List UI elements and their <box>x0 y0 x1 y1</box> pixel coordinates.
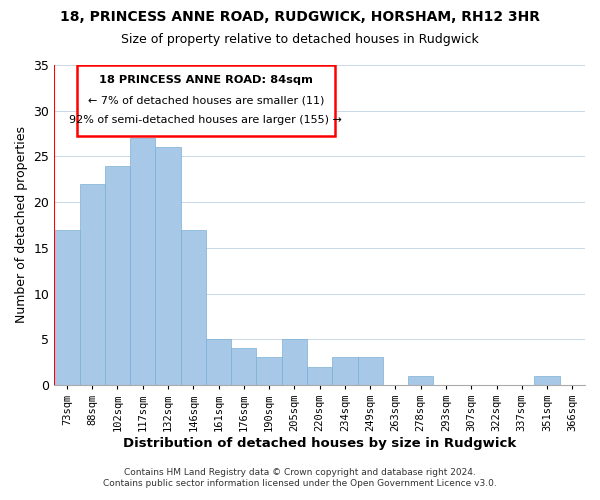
X-axis label: Distribution of detached houses by size in Rudgwick: Distribution of detached houses by size … <box>123 437 516 450</box>
Text: 18, PRINCESS ANNE ROAD, RUDGWICK, HORSHAM, RH12 3HR: 18, PRINCESS ANNE ROAD, RUDGWICK, HORSHA… <box>60 10 540 24</box>
Text: 18 PRINCESS ANNE ROAD: 84sqm: 18 PRINCESS ANNE ROAD: 84sqm <box>99 75 313 85</box>
Bar <box>332 358 358 385</box>
Bar <box>256 358 282 385</box>
Text: Size of property relative to detached houses in Rudgwick: Size of property relative to detached ho… <box>121 32 479 46</box>
Bar <box>130 138 155 385</box>
Text: 92% of semi-detached houses are larger (155) →: 92% of semi-detached houses are larger (… <box>70 116 343 126</box>
Bar <box>282 339 307 385</box>
Bar <box>80 184 105 385</box>
Y-axis label: Number of detached properties: Number of detached properties <box>15 126 28 324</box>
Bar <box>358 358 383 385</box>
Bar <box>307 366 332 385</box>
Text: ← 7% of detached houses are smaller (11): ← 7% of detached houses are smaller (11) <box>88 95 324 105</box>
Bar <box>206 339 231 385</box>
FancyBboxPatch shape <box>77 65 335 136</box>
Text: Contains HM Land Registry data © Crown copyright and database right 2024.
Contai: Contains HM Land Registry data © Crown c… <box>103 468 497 487</box>
Bar <box>535 376 560 385</box>
Bar <box>181 230 206 385</box>
Bar <box>231 348 256 385</box>
Bar <box>105 166 130 385</box>
Bar <box>54 230 80 385</box>
Bar <box>408 376 433 385</box>
Bar <box>155 148 181 385</box>
